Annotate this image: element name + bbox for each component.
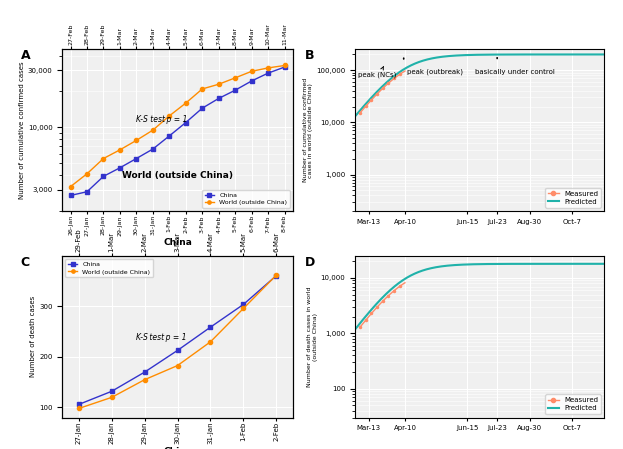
World (outside China) <box>232 75 239 80</box>
Y-axis label: Number of cumulative confirmed
cases in world (outside China): Number of cumulative confirmed cases in … <box>303 78 313 182</box>
Legend: China, World (outside China): China, World (outside China) <box>65 259 153 277</box>
World (outside China) <box>240 306 247 311</box>
World (outside China) <box>273 273 280 278</box>
Line: China: China <box>69 65 287 198</box>
Text: A: A <box>21 49 31 62</box>
World (outside China) <box>182 101 189 106</box>
China <box>75 402 82 407</box>
Text: peak (NCs): peak (NCs) <box>358 66 396 78</box>
Y-axis label: Number of cumulative confirmed cases: Number of cumulative confirmed cases <box>19 62 25 199</box>
China <box>141 370 148 375</box>
China <box>182 120 189 125</box>
Legend: China, World (outside China): China, World (outside China) <box>202 190 290 208</box>
X-axis label: World (outside China): World (outside China) <box>122 171 233 180</box>
China <box>232 88 239 93</box>
World (outside China) <box>100 156 107 161</box>
China <box>166 133 173 139</box>
China <box>108 388 115 394</box>
World (outside China) <box>248 69 255 74</box>
China <box>264 70 272 76</box>
World (outside China) <box>199 86 206 92</box>
Text: K-S test p = 1: K-S test p = 1 <box>136 333 186 342</box>
China <box>240 302 247 307</box>
World (outside China) <box>281 63 288 68</box>
World (outside China) <box>108 395 115 400</box>
China <box>273 273 280 278</box>
World (outside China) <box>75 406 82 411</box>
China <box>281 64 288 70</box>
Legend: Measured, Predicted: Measured, Predicted <box>545 395 601 414</box>
Legend: Measured, Predicted: Measured, Predicted <box>545 188 601 207</box>
World (outside China) <box>83 171 91 176</box>
World (outside China) <box>215 82 222 87</box>
Line: World (outside China): World (outside China) <box>69 63 287 189</box>
China <box>199 106 206 111</box>
China <box>67 193 74 198</box>
China <box>83 189 91 194</box>
X-axis label: China: China <box>163 447 192 449</box>
China <box>215 96 222 101</box>
World (outside China) <box>141 377 148 383</box>
China <box>133 156 140 161</box>
China <box>207 325 214 330</box>
Y-axis label: Number of death cases in world
(outside China): Number of death cases in world (outside … <box>307 286 318 387</box>
World (outside China) <box>149 128 156 133</box>
Text: K-S test p = 1: K-S test p = 1 <box>136 115 188 124</box>
Text: C: C <box>21 256 30 269</box>
World (outside China) <box>174 363 181 368</box>
China <box>116 165 123 171</box>
Y-axis label: Number of death cases: Number of death cases <box>31 296 36 377</box>
World (outside China) <box>264 65 272 70</box>
World (outside China) <box>133 138 140 143</box>
World (outside China) <box>166 113 173 119</box>
World (outside China) <box>116 147 123 153</box>
Line: China: China <box>77 273 278 406</box>
Line: World (outside China): World (outside China) <box>77 273 278 410</box>
Text: B: B <box>305 49 315 62</box>
X-axis label: China: China <box>163 238 192 247</box>
China <box>100 174 107 179</box>
Text: D: D <box>305 256 315 269</box>
China <box>174 348 181 353</box>
China <box>248 78 255 84</box>
China <box>149 146 156 152</box>
World (outside China) <box>67 184 74 189</box>
World (outside China) <box>207 339 214 344</box>
Text: basically under control: basically under control <box>475 69 554 75</box>
Text: peak (outbreak): peak (outbreak) <box>407 69 464 75</box>
